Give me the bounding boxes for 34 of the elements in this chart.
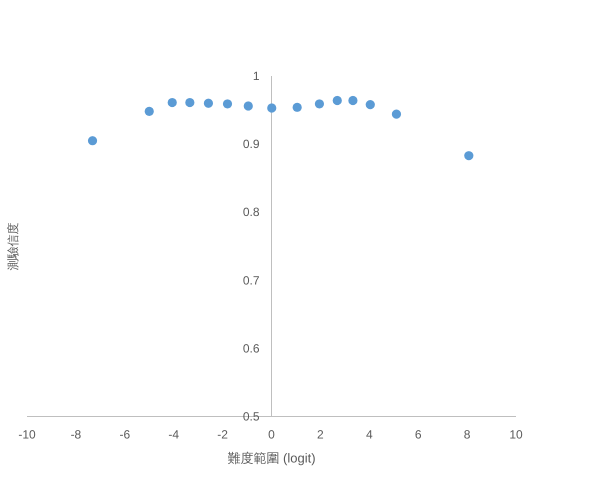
x-tick-label: 0 [268,428,276,442]
x-tick-label: 6 [414,428,422,442]
x-axis-title: 難度範圍 (logit) [227,450,316,466]
point [88,136,98,146]
y-axis-title: 測驗信度 [6,222,20,270]
point [185,98,194,108]
point [366,100,375,110]
point [392,110,402,119]
x-tick-label: 2 [317,428,324,442]
y-tick-label: 0.7 [242,273,260,288]
y-tick-label: 0.5 [242,410,260,424]
point [244,101,253,111]
x-tick-label: 4 [366,428,373,442]
x-tick-label: -8 [70,428,82,442]
y-tick-label: 0.8 [242,205,260,220]
point [464,151,474,160]
x-tick-label: -4 [168,428,180,442]
x-tick-label: 8 [464,428,471,442]
point [267,103,276,113]
point [332,96,342,106]
point [222,99,232,109]
point [168,98,177,108]
point [204,98,214,108]
x-tick-label: -10 [18,428,36,442]
point [144,106,154,116]
y-tick-label: 0.9 [242,137,260,152]
y-tick-label: 1 [252,69,260,83]
y-tick-label: 0.6 [242,341,260,356]
point [292,102,302,112]
point [348,96,358,106]
x-tick-label: -6 [119,428,130,442]
x-tick-label: -2 [217,428,228,442]
x-tick-label: 10 [509,428,523,442]
point [314,99,324,109]
